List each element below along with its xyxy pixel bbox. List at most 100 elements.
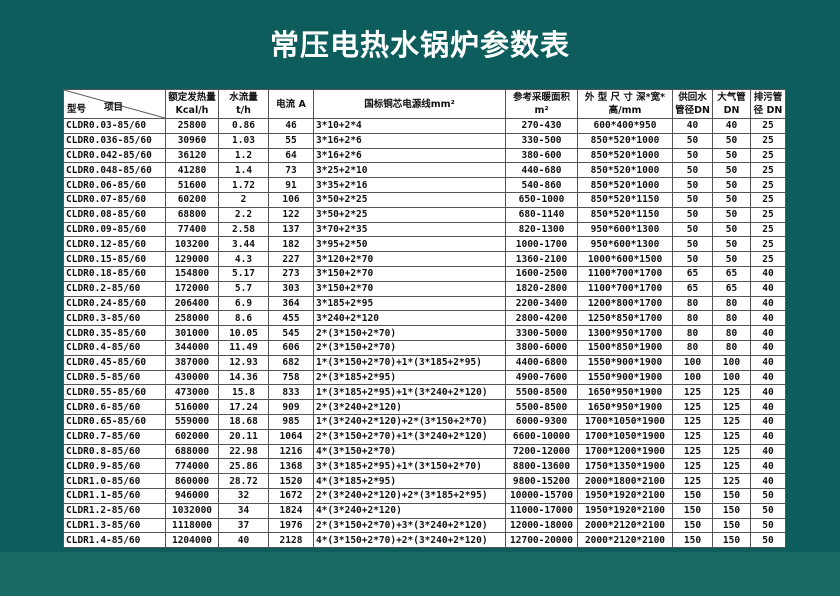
- table-cell: 150: [672, 517, 713, 534]
- table-cell: 3*50+2*25: [313, 206, 506, 223]
- table-cell: 14.36: [218, 369, 269, 386]
- table-cell: 950*600*1300: [577, 236, 673, 253]
- table-cell: CLDR0.7-85/60: [63, 428, 166, 445]
- table-cell: 25: [750, 147, 786, 164]
- table-cell: 40: [750, 473, 786, 489]
- table-cell: 4*(3*150+2*70): [313, 443, 506, 460]
- table-cell: 1100*700*1700: [577, 265, 673, 282]
- table-cell: 1368: [268, 458, 314, 475]
- table-cell: 2000*2120*2100: [577, 517, 673, 534]
- table-cell: 125: [712, 428, 751, 445]
- table-cell: 65: [672, 265, 713, 282]
- table-cell: 172000: [165, 280, 219, 297]
- table-cell: 273: [268, 265, 314, 282]
- table-cell: CLDR0.9-85/60: [63, 458, 166, 475]
- background-band: [0, 552, 840, 596]
- table-row: CLDR0.042-85/60 36120 1.2 64 3*16+2*6 380-600…: [63, 147, 786, 164]
- table-cell: 40: [750, 369, 786, 386]
- table-cell: 10.05: [218, 325, 269, 341]
- table-row: CLDR1.4-85/60 1204000 40 2128 4*(3*150+2*70)…: [63, 532, 786, 549]
- table-cell: 606: [268, 339, 314, 356]
- table-cell: 77400: [165, 221, 219, 238]
- table-cell: 50: [712, 162, 751, 179]
- table-cell: 125: [672, 413, 713, 430]
- table-cell: 129000: [165, 251, 219, 267]
- table-cell: 5500-8500: [505, 384, 578, 401]
- table-cell: 50: [712, 177, 751, 193]
- table-row: CLDR0.55-85/60 473000 15.8 833 1*(3*185+2*95…: [63, 384, 786, 401]
- table-cell: 68800: [165, 206, 219, 223]
- table-cell: 12000-18000: [505, 517, 578, 534]
- table-cell: 40: [750, 310, 786, 327]
- table-cell: CLDR0.3-85/60: [63, 310, 166, 327]
- table-cell: CLDR0.036-85/60: [63, 132, 166, 149]
- table-cell: 40: [750, 325, 786, 341]
- table-cell: 50: [712, 236, 751, 253]
- table-cell: 40: [672, 118, 713, 134]
- header-model-item: 型号 项目: [63, 89, 166, 119]
- table-row: CLDR0.036-85/60 30960 1.03 55 3*16+2*6 330-50…: [63, 132, 786, 149]
- table-cell: 34: [218, 502, 269, 519]
- table-cell: 65: [712, 265, 751, 282]
- table-cell: 364: [268, 295, 314, 312]
- table-cell: 950*600*1300: [577, 221, 673, 238]
- table-cell: 1976: [268, 517, 314, 534]
- table-cell: 1204000: [165, 532, 219, 549]
- table-cell: 25: [750, 132, 786, 149]
- table-cell: 12.93: [218, 354, 269, 371]
- table-cell: 1700*1050*1900: [577, 413, 673, 430]
- column-header: 排污管 径 DN: [750, 89, 786, 119]
- table-cell: 122: [268, 206, 314, 223]
- table-row: CLDR0.8-85/60 688000 22.98 1216 4*(3*150+2*7…: [63, 443, 786, 460]
- table-cell: 80: [712, 339, 751, 356]
- table-cell: 125: [672, 458, 713, 475]
- table-header-row: 型号 项目 额定发热量Kcal/h 水流量 t/h 电流 A 国标铜芯电源线mm² 参考…: [63, 89, 786, 119]
- table-cell: 7200-12000: [505, 443, 578, 460]
- column-header: 外 型 尺 寸 深*宽*高/mm: [577, 89, 673, 119]
- table-cell: 65: [672, 280, 713, 297]
- table-cell: 1824: [268, 502, 314, 519]
- table-cell: 1820-2800: [505, 280, 578, 297]
- table-cell: 1550*900*1900: [577, 369, 673, 386]
- table-cell: 1118000: [165, 517, 219, 534]
- table-cell: 330-500: [505, 132, 578, 149]
- table-cell: 4.3: [218, 251, 269, 267]
- table-cell: CLDR0.65-85/60: [63, 413, 166, 430]
- table-cell: 6600-10000: [505, 428, 578, 445]
- table-cell: 1000-1700: [505, 236, 578, 253]
- table-cell: 51600: [165, 177, 219, 193]
- table-cell: 3*25+2*10: [313, 162, 506, 179]
- table-cell: CLDR0.24-85/60: [63, 295, 166, 312]
- table-cell: 0.86: [218, 118, 269, 134]
- table-row: CLDR0.06-85/60 51600 1.72 91 3*35+2*16 540-86…: [63, 177, 786, 193]
- table-cell: 125: [712, 413, 751, 430]
- table-cell: 2000*2120*2100: [577, 532, 673, 549]
- table-cell: CLDR0.4-85/60: [63, 339, 166, 356]
- table-cell: 2200-3400: [505, 295, 578, 312]
- table-row: CLDR0.3-85/60 258000 8.6 455 3*240+2*120 2800…: [63, 310, 786, 327]
- table-cell: 25: [750, 251, 786, 267]
- table-cell: 150: [712, 532, 751, 549]
- table-cell: 154800: [165, 265, 219, 282]
- table-cell: 50: [672, 132, 713, 149]
- table-cell: CLDR1.2-85/60: [63, 502, 166, 519]
- table-cell: CLDR0.5-85/60: [63, 369, 166, 386]
- table-row: CLDR0.15-85/60 129000 4.3 227 3*120+2*70 1360…: [63, 251, 786, 267]
- table-cell: 850*520*1150: [577, 206, 673, 223]
- table-cell: 682: [268, 354, 314, 371]
- table-cell: 25.86: [218, 458, 269, 475]
- table-cell: 559000: [165, 413, 219, 430]
- table-cell: 1300*950*1700: [577, 325, 673, 341]
- table-cell: 40: [750, 295, 786, 312]
- table-cell: 50: [712, 147, 751, 164]
- table-cell: 1672: [268, 487, 314, 504]
- table-cell: 545: [268, 325, 314, 341]
- table-cell: 3.44: [218, 236, 269, 253]
- table-cell: 125: [712, 458, 751, 475]
- table-cell: 2128: [268, 532, 314, 549]
- table-cell: 301000: [165, 325, 219, 341]
- table-cell: 3*50+2*25: [313, 191, 506, 208]
- table-cell: 9800-15200: [505, 473, 578, 489]
- table-cell: CLDR0.18-85/60: [63, 265, 166, 282]
- table-row: CLDR0.65-85/60 559000 18.68 985 1*(3*240+2*1…: [63, 413, 786, 430]
